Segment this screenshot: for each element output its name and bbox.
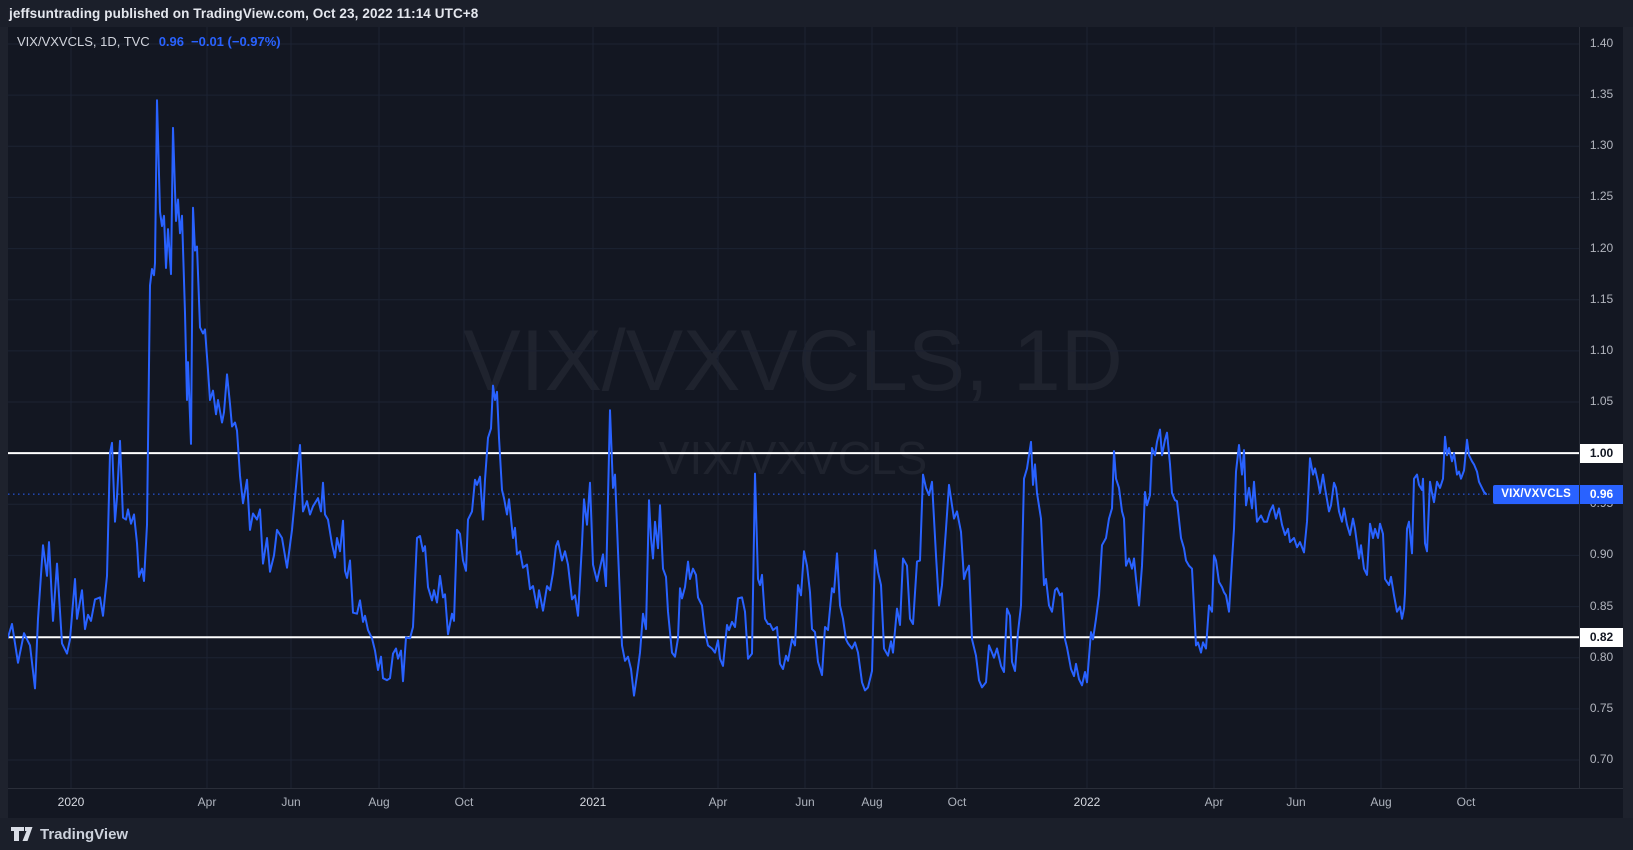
- time-tick-label: Apr: [197, 795, 217, 809]
- time-tick-label: Apr: [1204, 795, 1224, 809]
- price-tick-label: 0.70: [1589, 752, 1614, 766]
- price-tick-label: 1.35: [1589, 87, 1614, 102]
- legend-symbol-text: VIX/VXVCLS, 1D, TVC: [17, 34, 150, 49]
- price-tick-label: 0.75: [1589, 700, 1614, 715]
- current-price-box: 0.96: [1580, 484, 1623, 504]
- footer-bar: TradingView: [0, 818, 1633, 850]
- time-tick-label: Aug: [368, 795, 390, 809]
- time-tick-label: Oct: [1456, 795, 1476, 809]
- price-tick-label: 1.20: [1589, 240, 1614, 255]
- price-tick-label: 1.15: [1589, 291, 1614, 306]
- legend-change: −0.01 (−0.97%): [191, 34, 281, 49]
- time-tick-label: Aug: [1370, 795, 1392, 809]
- time-tick-label: Jun: [281, 795, 301, 809]
- legend-last-price: 0.96: [158, 34, 185, 49]
- price-tick-label: 1.10: [1589, 342, 1614, 357]
- price-tick-label: 0.80: [1589, 649, 1614, 664]
- price-tick-label: 1.25: [1589, 189, 1614, 204]
- attribution-bar: jeffsuntrading published on TradingView.…: [0, 0, 1633, 27]
- price-tick-label: 1.40: [1589, 36, 1614, 50]
- time-tick-label: Apr: [708, 795, 728, 809]
- price-line-path: [8, 99, 1487, 697]
- price-tick-label: 1.05: [1589, 394, 1614, 408]
- time-tick-label: Jun: [795, 795, 815, 809]
- level-price-box: 1.00: [1580, 443, 1623, 463]
- tradingview-brand-text[interactable]: TradingView: [40, 825, 129, 843]
- time-tick-label: 2021: [579, 795, 607, 809]
- time-axis[interactable]: 2020 Apr Jun Aug Oct 2021 Apr Jun Aug Oct 2022 Apr J…: [8, 788, 1623, 818]
- attribution-text: jeffsuntrading published on TradingView.…: [9, 6, 479, 21]
- time-tick-label: Oct: [454, 795, 474, 809]
- time-tick-label: Aug: [861, 795, 883, 809]
- price-tick-label: 1.30: [1589, 138, 1614, 153]
- time-tick-label: 2022: [1073, 795, 1101, 809]
- symbol-legend[interactable]: VIX/VXVCLS, 1D, TVC 0.96 −0.01 (−0.97%): [17, 34, 281, 49]
- time-tick-label: Jun: [1286, 795, 1306, 809]
- series-price-label: VIX/VXVCLS: [1493, 484, 1579, 504]
- price-chart-plot[interactable]: [8, 27, 1579, 788]
- time-tick-label: Oct: [947, 795, 967, 809]
- price-axis[interactable]: 1.401.351.301.251.201.151.101.051.000.95…: [1579, 27, 1623, 788]
- level-price-box: 0.82: [1580, 627, 1623, 647]
- tradingview-logo-icon[interactable]: [11, 826, 33, 842]
- time-tick-label: 2020: [57, 795, 85, 809]
- price-tick-label: 0.90: [1589, 547, 1614, 562]
- price-tick-label: 0.85: [1589, 598, 1614, 613]
- chart-area: VIX/VXVCLS, 1D VIX/VXVCLS VIX/VXVCLS, 1D…: [8, 27, 1623, 818]
